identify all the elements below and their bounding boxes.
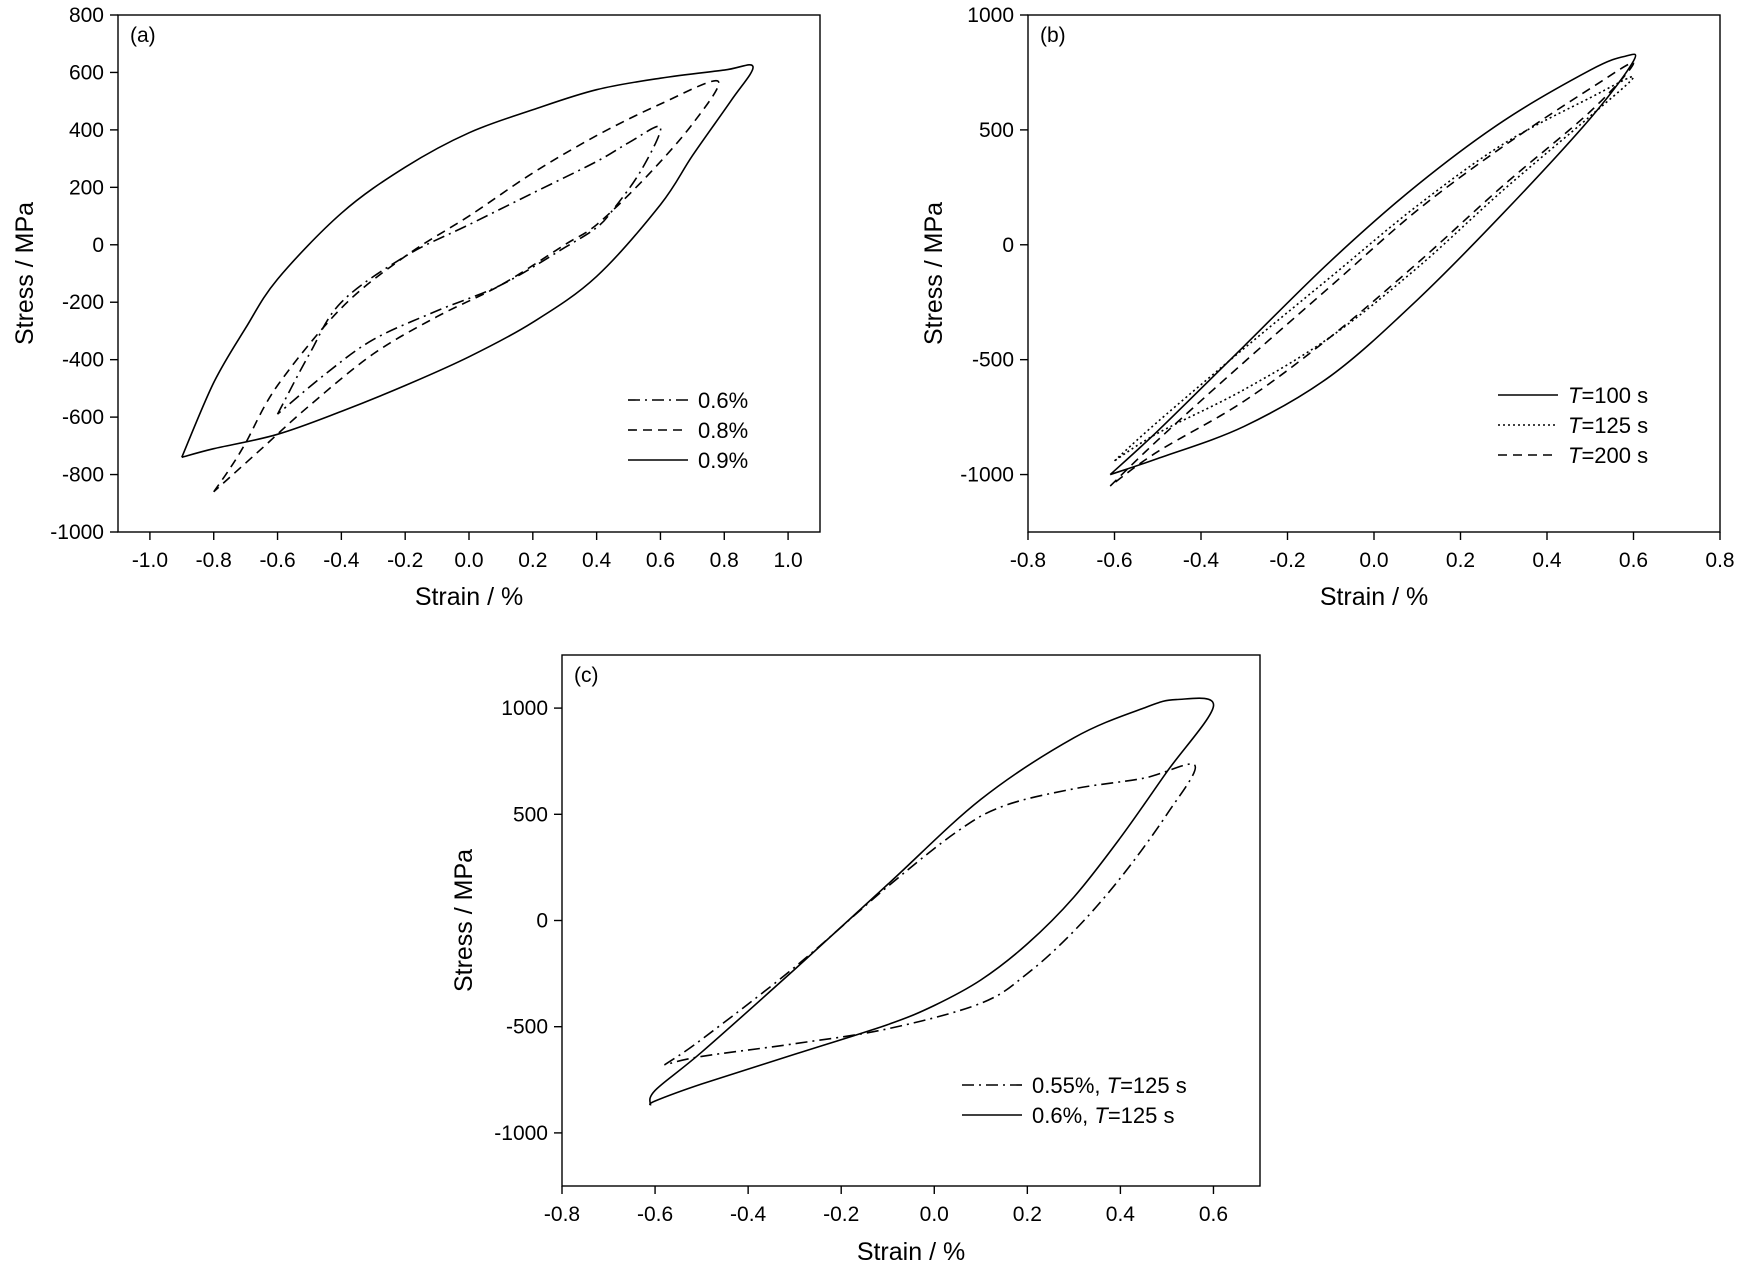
legend-label-part: =125 s — [1581, 413, 1648, 438]
y-tick-label: -1000 — [960, 464, 1014, 487]
x-tick-label: -0.2 — [823, 1203, 859, 1226]
y-tick-label: 200 — [69, 176, 104, 199]
x-tick-label: -0.6 — [259, 549, 295, 572]
x-tick-label: -0.2 — [1269, 549, 1305, 572]
y-tick-label: 800 — [69, 4, 104, 27]
x-tick-label: 0.6 — [1199, 1203, 1228, 1226]
y-tick-label: -400 — [62, 349, 104, 372]
y-tick-label: -500 — [506, 1016, 548, 1039]
legend-label: 0.6%, T=125 s — [1032, 1103, 1175, 1128]
y-tick-label: -1000 — [494, 1122, 548, 1145]
x-tick-label: 0.4 — [582, 549, 612, 572]
series-line — [663, 763, 1197, 1066]
y-axis-title: Stress / MPa — [11, 202, 39, 345]
x-tick-label: 0.0 — [920, 1203, 949, 1226]
x-tick-label: -0.8 — [544, 1203, 580, 1226]
panel-label: (b) — [1040, 24, 1066, 47]
legend-label-part: =100 s — [1581, 383, 1648, 408]
legend-label-part: 0.55%, — [1032, 1073, 1107, 1098]
panel-label: (c) — [574, 664, 599, 687]
y-tick-label: 500 — [979, 119, 1014, 142]
x-tick-label: 0.8 — [710, 549, 739, 572]
y-tick-label: 400 — [69, 119, 104, 142]
x-tick-label: 0.2 — [518, 549, 547, 572]
legend-label: 0.9% — [698, 448, 748, 473]
series-line — [1109, 53, 1637, 476]
legend-label: 0.6% — [698, 388, 748, 413]
x-axis-title: Strain / % — [1320, 583, 1428, 611]
x-tick-label: 0.0 — [1359, 549, 1388, 572]
x-axis-title: Strain / % — [857, 1238, 965, 1266]
legend-label-part: =200 s — [1581, 443, 1648, 468]
y-tick-label: 0 — [92, 234, 104, 257]
legend-label-italic: T — [1568, 413, 1583, 438]
legend-label-italic: T — [1568, 383, 1583, 408]
legend-label-italic: T — [1094, 1103, 1109, 1128]
chart-panel-c: -0.8 -0.6 -0.4 -0.2 0.0 0.2 0.4 0.6 -1000 -500 0 50… — [450, 654, 1261, 1266]
y-tick-label: -600 — [62, 406, 104, 429]
legend-label-italic: T — [1107, 1073, 1122, 1098]
series-line — [1109, 61, 1635, 487]
panel-label: (a) — [130, 24, 156, 47]
x-tick-label: 0.4 — [1532, 549, 1562, 572]
series-line — [181, 63, 754, 459]
x-axis-title: Strain / % — [415, 583, 523, 611]
x-tick-label: -0.8 — [1010, 549, 1046, 572]
series-line — [276, 125, 662, 415]
x-tick-label: -0.4 — [1183, 549, 1220, 572]
y-tick-label: -500 — [972, 349, 1014, 372]
x-tick-label: -0.4 — [323, 549, 360, 572]
legend-label: 0.55%, T=125 s — [1032, 1073, 1187, 1098]
x-tick-label: 1.0 — [773, 549, 802, 572]
x-tick-label: 0.4 — [1106, 1203, 1136, 1226]
series-line — [1113, 75, 1635, 462]
legend-label-part: 0.6%, — [1032, 1103, 1094, 1128]
legend-label: 0.8% — [698, 418, 748, 443]
x-tick-label: -0.8 — [196, 549, 232, 572]
chart-panel-a: -1.0 -0.8 -0.6 -0.4 -0.2 0.0 0.2 0.4 0.6 0.8 1.0 -1… — [11, 4, 821, 611]
x-tick-label: 0.0 — [454, 549, 483, 572]
y-tick-label: 1000 — [967, 4, 1014, 27]
x-tick-label: 0.6 — [1619, 549, 1648, 572]
legend-label: T=125 s — [1568, 413, 1648, 438]
legend-label-part: =125 s — [1108, 1103, 1175, 1128]
legend-label-part: =125 s — [1120, 1073, 1187, 1098]
y-tick-label: 500 — [513, 803, 548, 826]
series-line — [213, 79, 720, 493]
legend-label: T=100 s — [1568, 383, 1648, 408]
series-line — [649, 697, 1215, 1106]
y-tick-label: 600 — [69, 61, 104, 84]
y-axis-title: Stress / MPa — [920, 202, 948, 345]
x-tick-label: 0.8 — [1705, 549, 1734, 572]
x-tick-label: -0.6 — [637, 1203, 673, 1226]
x-tick-label: -0.2 — [387, 549, 423, 572]
y-tick-label: -1000 — [50, 521, 104, 544]
x-tick-label: -1.0 — [132, 549, 168, 572]
y-axis-title: Stress / MPa — [450, 849, 478, 992]
x-tick-label: 0.2 — [1446, 549, 1475, 572]
x-tick-label: 0.6 — [646, 549, 675, 572]
y-tick-label: 0 — [1002, 234, 1014, 257]
y-tick-label: 0 — [536, 910, 548, 933]
legend-label: T=200 s — [1568, 443, 1648, 468]
y-tick-label: -800 — [62, 464, 104, 487]
y-tick-label: -200 — [62, 291, 104, 314]
x-tick-label: 0.2 — [1013, 1203, 1042, 1226]
chart-panel-b: -0.8 -0.6 -0.4 -0.2 0.0 0.2 0.4 0.6 0.8 -1000 -500… — [920, 4, 1735, 611]
legend-label-italic: T — [1568, 443, 1583, 468]
y-tick-label: 1000 — [501, 697, 548, 720]
x-tick-label: -0.6 — [1096, 549, 1132, 572]
x-tick-label: -0.4 — [730, 1203, 767, 1226]
